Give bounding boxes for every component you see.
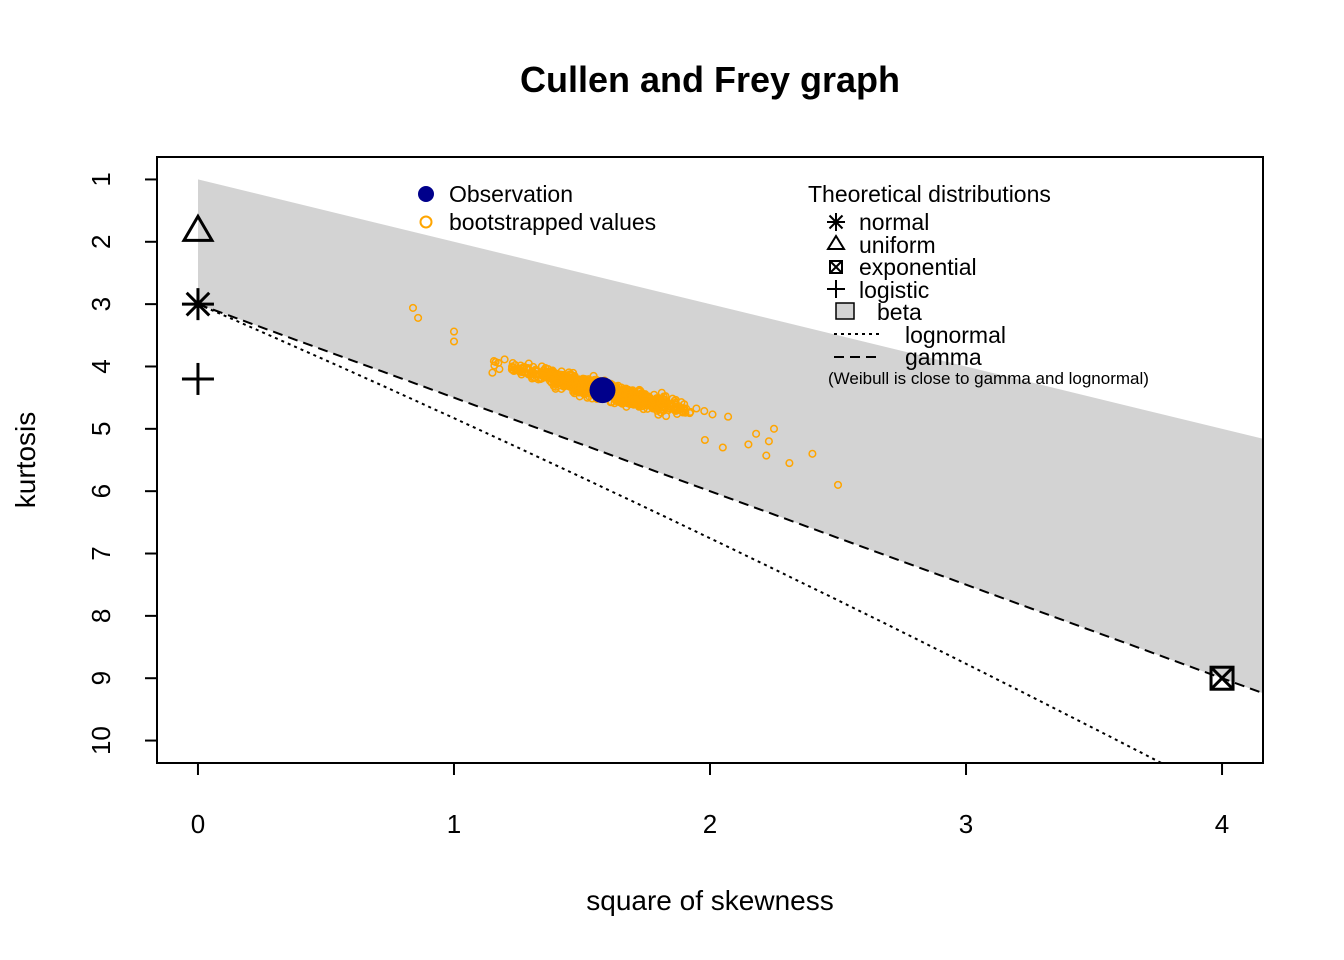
- bootstrap-point: [762, 451, 771, 460]
- legend-normal-label: normal: [859, 209, 929, 235]
- bootstrap-point: [515, 367, 524, 376]
- bootstrap-point: [700, 435, 709, 445]
- legend-left: Observation bootstrapped values: [418, 181, 656, 235]
- bootstrap-point: [449, 327, 459, 336]
- legend-gamma-label: gamma: [905, 344, 982, 370]
- legend-uniform-icon: [826, 234, 846, 250]
- legend-observation-swatch: [418, 186, 434, 202]
- x-tick-label: 4: [1215, 809, 1229, 839]
- bootstrap-point: [507, 365, 516, 374]
- bootstrap-point: [718, 443, 727, 452]
- legend-bootstrap-label: bootstrapped values: [449, 209, 656, 235]
- bootstrap-point: [808, 449, 817, 458]
- y-tick-label: 9: [86, 671, 116, 685]
- y-tick-label: 5: [86, 422, 116, 436]
- uniform-marker: [181, 213, 215, 242]
- bootstrap-point: [580, 381, 589, 390]
- bootstrap-point: [764, 437, 773, 446]
- bootstrap-point: [530, 373, 539, 382]
- y-axis-label: kurtosis: [10, 412, 41, 508]
- bootstrap-point: [724, 412, 733, 421]
- bootstrap-point: [672, 406, 681, 415]
- bootstrap-point: [500, 355, 509, 364]
- logistic-marker: [181, 362, 214, 395]
- y-tick-label: 7: [86, 546, 116, 560]
- bootstrap-point: [833, 480, 843, 489]
- x-tick-label: 2: [703, 809, 717, 839]
- bootstrap-point: [650, 403, 659, 413]
- chart-title: Cullen and Frey graph: [520, 59, 900, 100]
- bootstrap-point: [549, 367, 558, 376]
- x-tick-label: 0: [191, 809, 205, 839]
- bootstrap-point: [752, 429, 761, 438]
- bootstrap-point: [551, 384, 560, 393]
- bootstrap-point: [408, 303, 418, 312]
- y-tick-label: 6: [86, 484, 116, 498]
- x-tick-label: 3: [959, 809, 973, 839]
- bootstrap-point: [494, 358, 503, 367]
- beta-region: [198, 179, 1263, 694]
- legend-normal-icon: [827, 213, 845, 231]
- exponential-marker: [1209, 665, 1235, 691]
- legend-observation-label: Observation: [449, 181, 573, 207]
- legend-weibull-note: (Weibull is close to gamma and lognormal…: [828, 369, 1149, 388]
- bootstrap-point: [651, 400, 660, 409]
- lognormal-curve: [197, 303, 1164, 763]
- bootstrap-point: [671, 398, 680, 407]
- bootstrap-point: [566, 382, 575, 391]
- y-tick-label: 1: [86, 172, 116, 186]
- x-axis-label: square of skewness: [586, 885, 833, 916]
- y-tick-label: 2: [86, 235, 116, 249]
- legend-beta-label: beta: [877, 299, 922, 325]
- y-tick-label: 3: [86, 297, 116, 311]
- bootstrap-point: [700, 407, 709, 416]
- normal-marker: [181, 288, 214, 321]
- bootstrap-point: [633, 390, 642, 400]
- legend-exponential-label: exponential: [859, 254, 977, 280]
- legend-lognormal-label: lognormal: [905, 322, 1006, 348]
- legend-right: Theoretical distributions normal uniform…: [808, 181, 1149, 388]
- bootstrap-point: [573, 378, 582, 387]
- bootstrap-point: [517, 366, 526, 375]
- bootstrap-point: [685, 409, 694, 418]
- bootstrap-point: [637, 402, 646, 411]
- legend-beta-swatch: [835, 302, 855, 320]
- legend-logistic-label: logistic: [859, 277, 929, 303]
- y-tick-label: 8: [86, 609, 116, 623]
- bootstrap-point: [620, 398, 629, 407]
- legend-logistic-icon: [827, 280, 845, 298]
- gamma-line: [197, 303, 1263, 695]
- y-tick-label: 4: [86, 359, 116, 373]
- bootstrap-point: [577, 383, 586, 392]
- bootstrap-point: [583, 393, 592, 402]
- bootstrap-point: [449, 337, 459, 346]
- bootstrap-point: [524, 369, 533, 378]
- x-tick-label: 1: [447, 809, 461, 839]
- y-tick-label: 10: [86, 726, 116, 755]
- legend-uniform-label: uniform: [859, 232, 936, 258]
- plot-area: [181, 179, 1263, 763]
- bootstrap-point: [708, 410, 717, 419]
- legend-bootstrap-swatch: [419, 215, 433, 229]
- bootstrap-point: [656, 398, 665, 407]
- bootstrap-point: [552, 379, 561, 388]
- bootstrap-point: [769, 424, 779, 433]
- legend-exponential-icon: [829, 260, 843, 274]
- observation-point: [589, 377, 616, 404]
- bootstrap-point: [570, 389, 579, 398]
- bootstrap-point: [744, 440, 753, 449]
- x-axis: 0 1 2 3 4: [191, 762, 1229, 839]
- legend-theoretical-title: Theoretical distributions: [808, 181, 1051, 207]
- bootstrap-point: [508, 362, 517, 371]
- y-axis: 1 2 3 4 5 6 7 8 9 10: [86, 172, 158, 755]
- bootstrap-point: [692, 404, 701, 413]
- bootstrap-point: [414, 313, 423, 322]
- bootstrap-point: [785, 459, 794, 468]
- bootstrap-point: [488, 368, 497, 377]
